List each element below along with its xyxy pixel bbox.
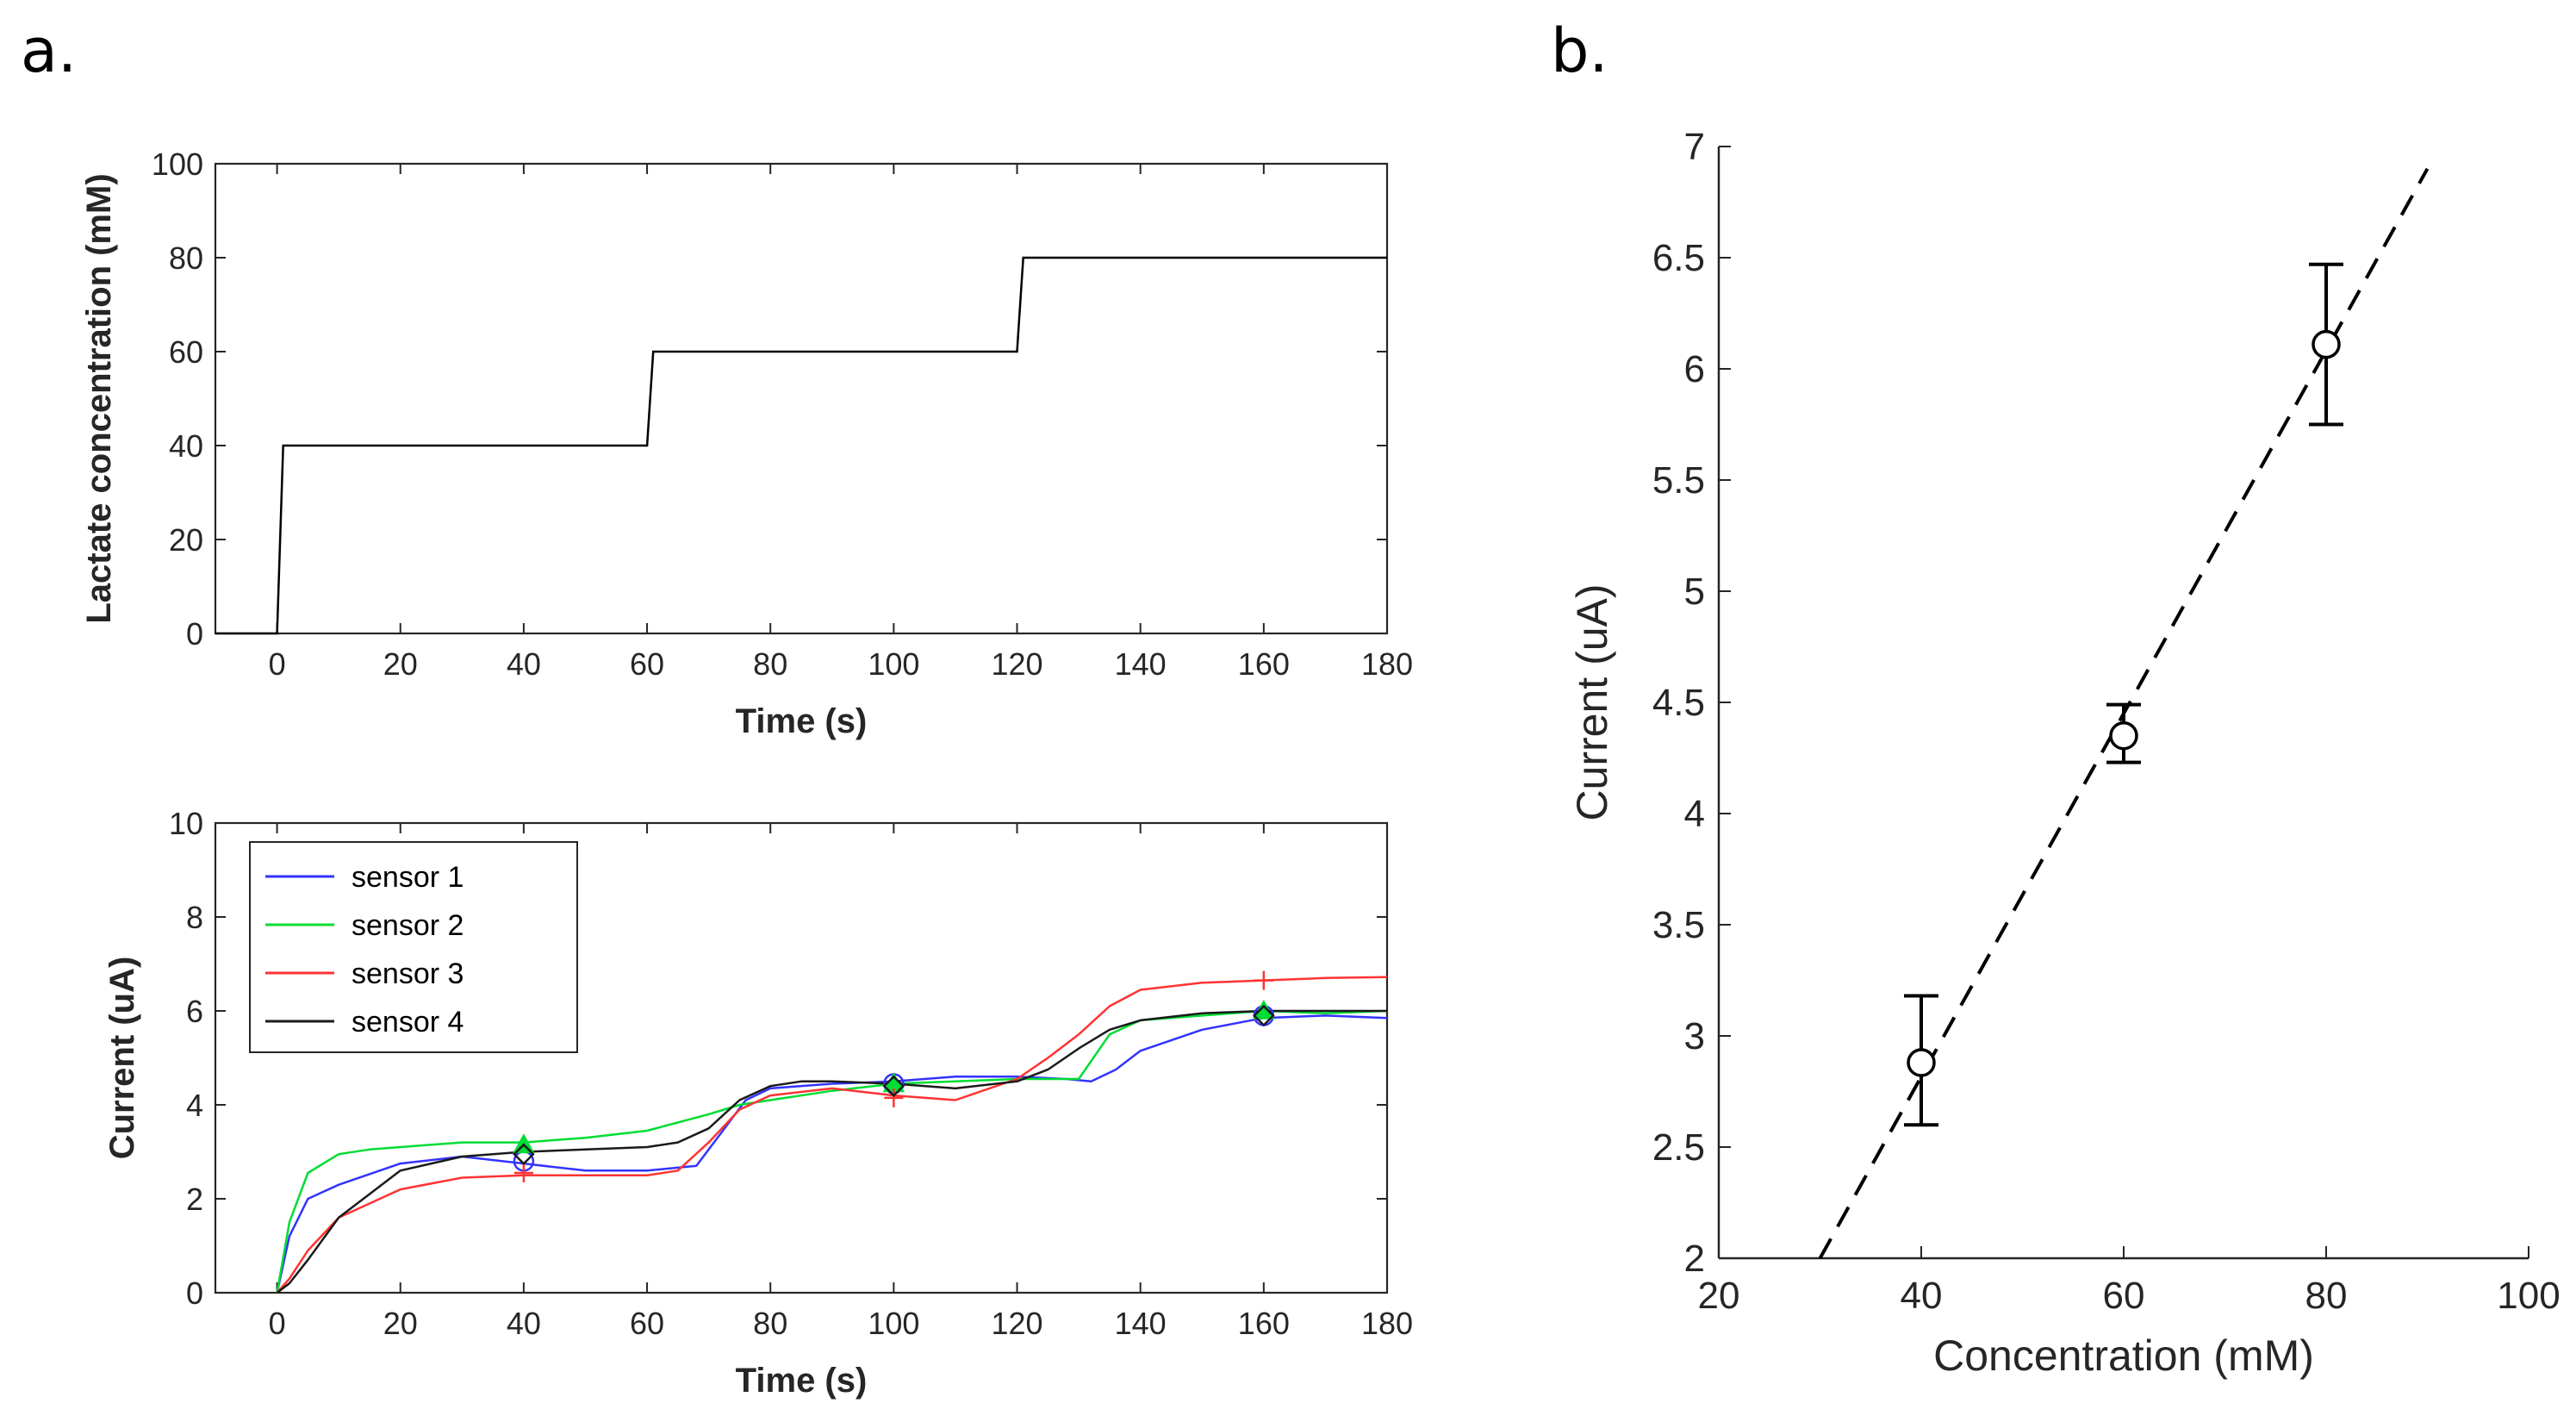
panel-label-b: b. xyxy=(1551,16,1608,86)
a-top-xtick-label: 180 xyxy=(1361,646,1413,682)
a-bottom-ytick-label: 10 xyxy=(169,806,203,841)
a-top-ytick-label: 100 xyxy=(152,147,203,182)
a-top-xtick-label: 160 xyxy=(1238,646,1290,682)
a-top-xtick-label: 60 xyxy=(630,646,664,682)
b-ytick-label: 5 xyxy=(1684,571,1705,613)
b-ytick-label: 7 xyxy=(1684,126,1705,168)
a-top-ylabel: Lactate concentration (mM) xyxy=(80,173,118,623)
a-bottom-marker-s4 xyxy=(1253,1004,1275,1027)
a-bottom-marker-s3 xyxy=(513,1163,533,1183)
a-bottom-xtick-label: 60 xyxy=(630,1306,664,1341)
a-bottom-marker-s3 xyxy=(1254,970,1273,990)
a-bottom-ytick-label: 6 xyxy=(186,994,203,1029)
a-top-xtick-label: 80 xyxy=(753,646,787,682)
b-ytick-label: 4.5 xyxy=(1652,682,1705,724)
a-bottom-legend-label: sensor 3 xyxy=(352,957,464,990)
a-top-axes-box xyxy=(214,162,1389,635)
a-bottom-series-line-3 xyxy=(276,976,1388,1294)
b-xtick-label: 40 xyxy=(1901,1275,1943,1317)
a-bottom-xtick-label: 180 xyxy=(1361,1306,1413,1341)
a-bottom-axes-box xyxy=(214,821,1389,1294)
a-top-ytick-label: 80 xyxy=(169,240,203,276)
a-bottom-xtick-label: 100 xyxy=(868,1306,919,1341)
a-bottom-legend-label: sensor 2 xyxy=(352,909,464,942)
a-bottom-series-line-2 xyxy=(276,1009,1388,1294)
a-bottom-legend-label: sensor 4 xyxy=(352,1006,464,1038)
b-ytick-label: 6 xyxy=(1684,348,1705,390)
b-ytick-label: 5.5 xyxy=(1652,459,1705,502)
chart-a-top: 0 20 40 60 80 100 120 140 160 180020406080100Time… xyxy=(80,147,1413,740)
b-data-point xyxy=(2109,720,2138,751)
a-top-ytick-label: 0 xyxy=(186,616,203,652)
a-bottom-legend-label: sensor 1 xyxy=(352,861,464,894)
b-xlabel: Concentration (mM) xyxy=(1933,1332,2314,1380)
a-top-ytick-label: 20 xyxy=(169,522,203,558)
a-bottom-marker-s4 xyxy=(882,1075,905,1097)
a-top-ytick-label: 40 xyxy=(169,428,203,464)
a-bottom-ytick-label: 8 xyxy=(186,900,203,935)
a-bottom-series-line-4 xyxy=(276,1009,1387,1294)
a-bottom-xtick-label: 80 xyxy=(753,1306,787,1341)
b-ytick-label: 2.5 xyxy=(1652,1126,1705,1169)
a-top-xtick-label: 100 xyxy=(868,646,919,682)
a-top-xtick-label: 40 xyxy=(507,646,541,682)
chart-a-bottom: 0 20 40 60 80 100 120 140 160 180 0 2 4 6 8 10 Time (s) C… xyxy=(103,806,1413,1400)
a-bottom-xtick-label: 120 xyxy=(991,1306,1042,1341)
a-bottom-marker-s3 xyxy=(884,1088,904,1107)
a-bottom-xtick-label: 0 xyxy=(269,1306,286,1341)
a-bottom-series-line-1 xyxy=(276,1014,1388,1294)
a-top-xtick-label: 20 xyxy=(383,646,418,682)
a-top-xtick-label: 120 xyxy=(991,646,1042,682)
a-bottom-xlabel: Time (s) xyxy=(736,1362,868,1400)
a-top-series-line xyxy=(215,256,1387,635)
b-data-point xyxy=(2312,329,2341,359)
b-ytick-label: 4 xyxy=(1684,793,1705,835)
b-xtick-label: 60 xyxy=(2103,1275,2145,1317)
a-top-xtick-label: 140 xyxy=(1115,646,1167,682)
a-top-xlabel: Time (s) xyxy=(736,702,868,740)
b-ytick-label: 3.5 xyxy=(1652,904,1705,946)
a-bottom-marker-s4 xyxy=(513,1143,535,1165)
b-ytick-label: 3 xyxy=(1684,1015,1705,1057)
b-xtick-label: 80 xyxy=(2305,1275,2348,1317)
b-xtick-label: 100 xyxy=(2497,1275,2560,1317)
b-ylabel: Current (uA) xyxy=(1568,583,1616,820)
a-top-ytick-label: 60 xyxy=(169,334,203,370)
a-bottom-xtick-label: 20 xyxy=(383,1306,418,1341)
a-bottom-ytick-label: 4 xyxy=(186,1088,203,1123)
b-data-point xyxy=(1907,1048,1936,1077)
a-bottom-ytick-label: 2 xyxy=(186,1182,203,1217)
b-ytick-label: 2 xyxy=(1684,1238,1705,1280)
a-bottom-ylabel: Current (uA) xyxy=(103,957,141,1160)
b-xtick-label: 20 xyxy=(1698,1275,1740,1317)
chart-b: 20 40 60 80 100 2 2.5 3 3.5 4 4.5 5 5.5 6 6.5 7 Concentr… xyxy=(1568,126,2560,1380)
a-bottom-xtick-label: 40 xyxy=(507,1306,541,1341)
a-bottom-ytick-label: 0 xyxy=(186,1275,203,1311)
a-bottom-xtick-label: 140 xyxy=(1115,1306,1167,1341)
b-ytick-label: 6.5 xyxy=(1652,237,1705,279)
a-bottom-xtick-label: 160 xyxy=(1238,1306,1290,1341)
panel-label-a: a. xyxy=(21,16,78,86)
a-top-xtick-label: 0 xyxy=(269,646,286,682)
